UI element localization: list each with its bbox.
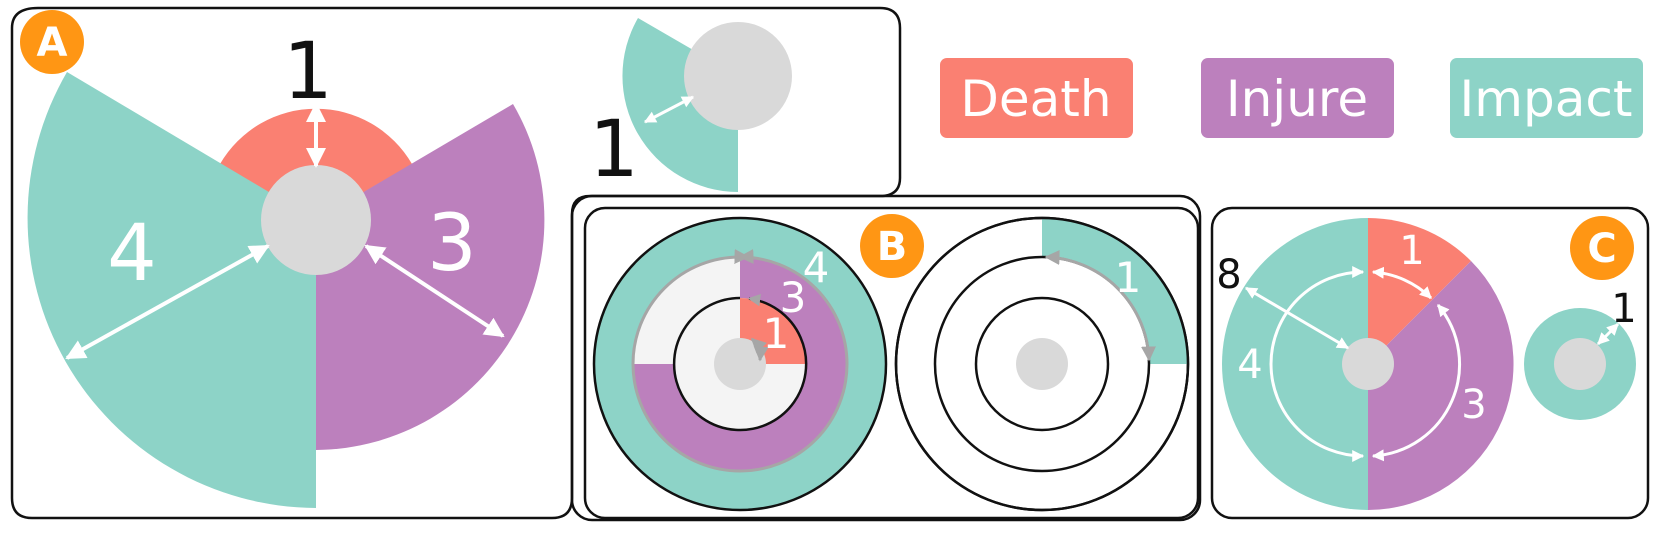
panel-a: 1 3 4 1 A [10,6,902,520]
c-value-total: 8 [1216,252,1241,298]
b-left-value-death: 1 [763,309,790,358]
badge-b [860,214,924,278]
badge-b-label: B [877,224,908,270]
small-center-circle [1554,338,1606,390]
badge-a [20,10,84,74]
center-circle [261,165,371,275]
panel-c: 8 4 1 3 1 C [1210,206,1650,520]
small-arrow [1596,322,1620,346]
b-left-value-impact: 4 [803,243,830,292]
panel-b: 4 3 1 1 B [570,194,1202,522]
badge-c-label: C [1587,226,1616,272]
ring-impact-outline [592,216,888,512]
center-circle-c [1342,338,1394,390]
c-small-value: 1 [1611,286,1636,332]
legend-label-death: Death [960,70,1111,128]
badge-c [1570,216,1634,280]
right-ring-outer-outline [894,216,1190,512]
arrow-impact [65,244,270,360]
arc-injure [672,293,808,432]
legend-swatch-impact [1450,58,1643,138]
legend: Death Injure Impact [940,58,1643,138]
c-arc-injure [1371,304,1462,462]
c-value-injure: 3 [1461,382,1486,428]
legend-swatch-injure [1201,58,1394,138]
badge-a-label: A [37,20,68,66]
arrow-injure [364,244,505,338]
panel-c-frame [1210,206,1650,520]
value-impact: 4 [107,209,157,299]
legend-label-injure: Injure [1226,70,1368,128]
legend-label-impact: Impact [1460,70,1633,128]
c-value-impact: 4 [1237,342,1262,388]
inset-center-circle [684,22,792,130]
value-injure: 3 [427,199,477,289]
inset-value: 1 [589,105,639,195]
right-ring-inner [974,296,1110,432]
panel-b-outer-frame [570,194,1202,522]
value-death: 1 [283,27,333,117]
center-circle-b-right [1016,338,1068,390]
right-ring-middle [933,255,1151,473]
b-left-value-injure: 3 [780,273,807,322]
panel-b-inner-frame [583,206,1200,520]
c-value-death: 1 [1399,228,1424,274]
c-arc-death [1371,266,1433,300]
inset-arrow [643,95,695,124]
c-arrow-total [1244,286,1350,350]
right-arc [1044,250,1156,362]
arc-death [750,337,769,362]
b-right-value: 1 [1115,253,1142,302]
c-arc-impact [1269,266,1365,462]
legend-swatch-death [940,58,1133,138]
